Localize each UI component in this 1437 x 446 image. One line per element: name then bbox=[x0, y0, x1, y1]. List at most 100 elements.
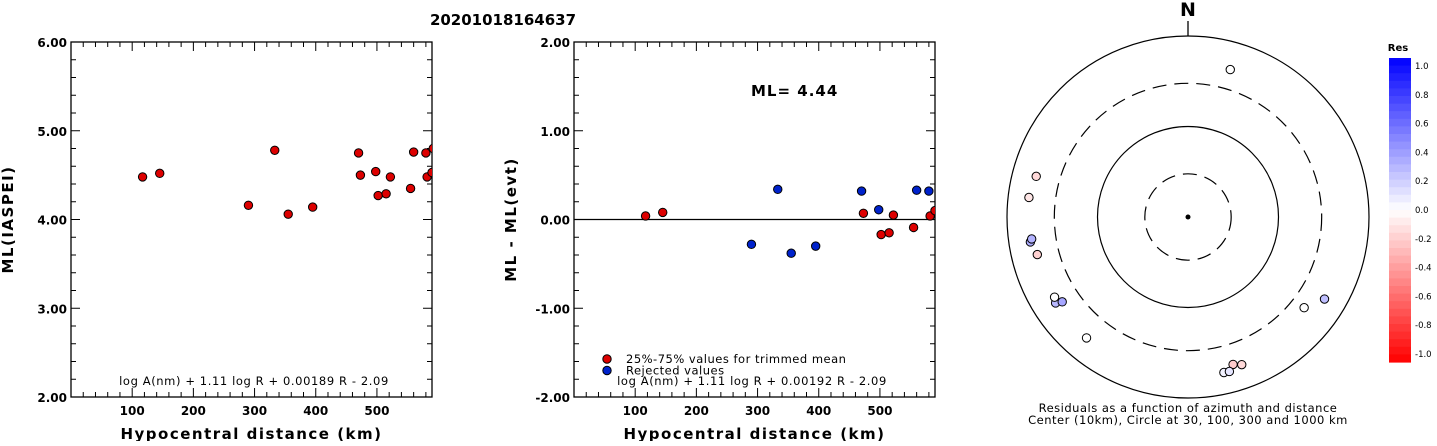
data-point bbox=[876, 229, 886, 240]
data-point bbox=[355, 170, 366, 180]
colorbar-tick-label: 0.0 bbox=[1415, 206, 1429, 216]
data-point bbox=[888, 210, 899, 220]
x-tick-label: 400 bbox=[806, 404, 831, 418]
epicenter-marker bbox=[1185, 214, 1191, 220]
x-tick-label: 100 bbox=[623, 404, 648, 418]
station-residual-point bbox=[1024, 192, 1034, 203]
colorbar-title: Res bbox=[1388, 43, 1408, 54]
data-point bbox=[270, 145, 280, 155]
x-axis-label: Hypocentral distance (km) bbox=[120, 425, 382, 441]
colorbar-segment bbox=[1389, 316, 1411, 325]
distance-ring bbox=[1053, 82, 1323, 352]
y-tick-label: 6.00 bbox=[37, 36, 67, 50]
data-point bbox=[884, 228, 894, 238]
station-residual-point bbox=[1237, 359, 1247, 370]
colorbar-segment bbox=[1389, 301, 1411, 310]
colorbar-segment bbox=[1389, 80, 1411, 89]
station-residual-point bbox=[1032, 249, 1043, 260]
x-tick-label: 200 bbox=[181, 404, 206, 418]
y-tick-label: 2.00 bbox=[540, 36, 570, 50]
colorbar-segment bbox=[1389, 225, 1411, 234]
x-tick-label: 200 bbox=[684, 404, 709, 418]
colorbar-tick-label: -0.6 bbox=[1415, 292, 1432, 302]
colorbar-segment bbox=[1389, 217, 1411, 226]
legend-marker bbox=[602, 354, 612, 364]
y-tick-label: 3.00 bbox=[37, 302, 67, 316]
data-point bbox=[385, 172, 396, 182]
station-residual-point bbox=[1225, 64, 1235, 75]
formula-label: log A(nm) + 1.11 log R + 0.00192 R - 2.0… bbox=[617, 374, 887, 388]
colorbar-segment bbox=[1389, 339, 1411, 348]
data-point bbox=[858, 208, 869, 218]
colorbar-segment bbox=[1389, 126, 1411, 135]
colorbar-segment bbox=[1389, 202, 1411, 211]
x-tick-label: 100 bbox=[120, 404, 145, 418]
ml-annotation: ML= 4.44 bbox=[751, 82, 838, 100]
x-tick-label: 500 bbox=[867, 404, 892, 418]
data-point bbox=[307, 202, 318, 212]
x-axis-label: Hypocentral distance (km) bbox=[623, 425, 885, 441]
data-points bbox=[640, 184, 935, 258]
x-tick-label: 300 bbox=[745, 404, 770, 418]
colorbar-segment bbox=[1389, 232, 1411, 241]
data-point bbox=[373, 190, 383, 201]
station-residual-point bbox=[1057, 297, 1067, 307]
colorbar-segment bbox=[1389, 331, 1411, 340]
data-point bbox=[421, 148, 431, 158]
polar-caption-line2: Center (10km), Circle at 30, 100, 300 an… bbox=[1028, 413, 1348, 427]
colorbar-segment bbox=[1389, 65, 1411, 74]
data-point bbox=[810, 241, 821, 251]
colorbar-tick-label: 0.8 bbox=[1415, 91, 1429, 101]
colorbar-segment bbox=[1389, 354, 1411, 363]
colorbar-segment bbox=[1389, 179, 1411, 188]
station-residual-point bbox=[1031, 171, 1041, 182]
y-axis-label: ML(IASPEI) bbox=[0, 165, 17, 273]
data-point bbox=[746, 239, 757, 250]
colorbar-segment bbox=[1389, 308, 1411, 317]
colorbar-tick-label: -0.4 bbox=[1415, 264, 1432, 274]
colorbar-segment bbox=[1389, 156, 1411, 165]
colorbar-segment bbox=[1389, 58, 1411, 67]
colorbar-segment bbox=[1389, 270, 1411, 279]
y-tick-label: 5.00 bbox=[37, 125, 67, 139]
station-residual-point bbox=[1299, 303, 1309, 313]
data-points bbox=[137, 143, 432, 219]
colorbar-segment bbox=[1389, 103, 1411, 112]
colorbar-tick-label: -0.2 bbox=[1415, 235, 1432, 245]
y-tick-label: -1.00 bbox=[535, 302, 570, 316]
y-tick-label: 2.00 bbox=[37, 391, 67, 405]
ml-vs-distance-chart: 100 200 300 400 500 2.00 3.00 4.00 5.00 6.00 Hypoc… bbox=[0, 36, 433, 443]
colorbar-segment bbox=[1389, 187, 1411, 196]
distance-ring bbox=[1144, 173, 1232, 261]
x-tick-label: 400 bbox=[303, 404, 328, 418]
data-point bbox=[155, 168, 165, 179]
colorbar-tick-label: -0.8 bbox=[1415, 321, 1432, 331]
station-residual-point bbox=[1026, 234, 1037, 244]
residual-vs-distance-chart: 100 200 300 400 500 -2.00 -1.00 0.00 1.00 2.00 Hyp… bbox=[502, 36, 936, 443]
colorbar-segment bbox=[1389, 88, 1411, 97]
colorbar-segment bbox=[1389, 248, 1411, 257]
data-point bbox=[874, 205, 884, 215]
station-residual-point bbox=[1319, 294, 1330, 304]
colorbar-segment bbox=[1389, 278, 1411, 287]
data-point bbox=[283, 209, 293, 219]
formula-label: log A(nm) + 1.11 log R + 0.00189 R - 2.0… bbox=[119, 374, 389, 388]
azimuth-residual-chart: N Residuals as a function of azimuth and … bbox=[1006, 0, 1432, 427]
data-point bbox=[381, 189, 391, 199]
data-point bbox=[371, 166, 381, 177]
colorbar-segment bbox=[1389, 73, 1411, 82]
data-point bbox=[353, 148, 364, 158]
data-point bbox=[924, 186, 934, 196]
polar-caption-line1: Residuals as a function of azimuth and d… bbox=[1039, 401, 1338, 415]
data-point bbox=[908, 222, 919, 233]
colorbar-segment bbox=[1389, 141, 1411, 150]
data-point bbox=[856, 186, 867, 196]
data-point bbox=[911, 185, 922, 195]
y-axis-label: ML - ML(evt) bbox=[502, 157, 520, 281]
station-residual-point bbox=[1081, 333, 1092, 343]
colorbar-segment bbox=[1389, 210, 1411, 219]
data-point bbox=[405, 183, 416, 194]
x-tick-label: 500 bbox=[364, 404, 389, 418]
